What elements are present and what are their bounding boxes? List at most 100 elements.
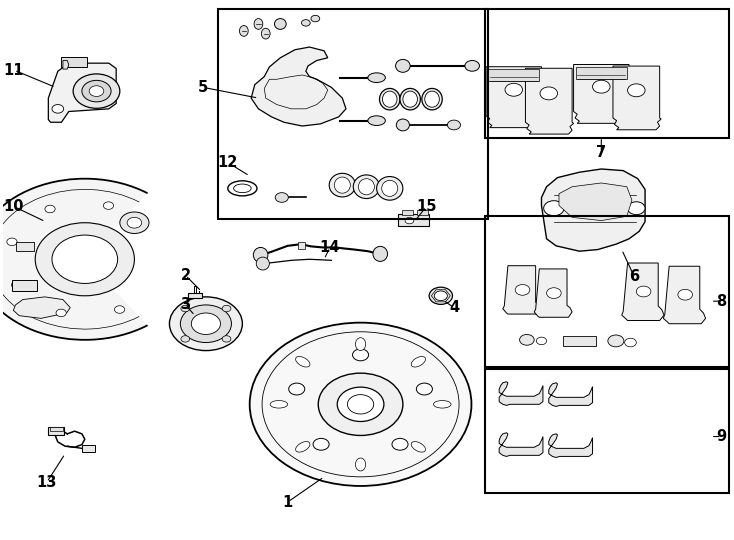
- Circle shape: [416, 383, 432, 395]
- Wedge shape: [85, 191, 198, 327]
- Ellipse shape: [261, 28, 270, 39]
- Text: 3: 3: [181, 298, 191, 313]
- Polygon shape: [486, 67, 543, 127]
- Bar: [298, 242, 305, 248]
- Circle shape: [192, 313, 220, 334]
- Circle shape: [520, 334, 534, 345]
- Circle shape: [537, 337, 547, 345]
- Circle shape: [636, 286, 651, 297]
- Circle shape: [127, 218, 142, 228]
- Circle shape: [540, 87, 558, 100]
- Text: 2: 2: [181, 268, 191, 283]
- Ellipse shape: [256, 257, 269, 270]
- Circle shape: [0, 179, 195, 340]
- Ellipse shape: [329, 173, 355, 197]
- Circle shape: [544, 201, 564, 216]
- Circle shape: [120, 212, 149, 233]
- Polygon shape: [63, 60, 69, 69]
- Ellipse shape: [396, 59, 410, 72]
- Circle shape: [435, 291, 448, 301]
- Polygon shape: [549, 383, 592, 407]
- Circle shape: [515, 285, 530, 295]
- Circle shape: [181, 305, 189, 312]
- Circle shape: [45, 205, 55, 213]
- Circle shape: [448, 120, 460, 130]
- Circle shape: [222, 336, 231, 342]
- Ellipse shape: [239, 25, 248, 36]
- Ellipse shape: [382, 91, 397, 107]
- Polygon shape: [534, 269, 572, 318]
- Bar: [62, 57, 87, 67]
- Circle shape: [313, 438, 329, 450]
- Bar: [484, 217, 729, 367]
- Bar: [564, 335, 596, 346]
- Circle shape: [628, 84, 645, 97]
- Circle shape: [7, 238, 17, 246]
- Ellipse shape: [368, 116, 385, 125]
- Ellipse shape: [270, 401, 288, 408]
- Circle shape: [35, 222, 134, 296]
- Bar: [12, 280, 37, 292]
- Ellipse shape: [355, 338, 366, 350]
- Circle shape: [170, 297, 242, 350]
- Ellipse shape: [400, 89, 421, 110]
- Ellipse shape: [425, 91, 440, 107]
- Polygon shape: [526, 68, 573, 134]
- Ellipse shape: [254, 18, 263, 29]
- Text: 6: 6: [629, 269, 639, 284]
- Polygon shape: [499, 382, 543, 406]
- Text: 13: 13: [37, 475, 57, 490]
- Circle shape: [628, 202, 645, 215]
- Circle shape: [73, 74, 120, 109]
- Bar: [484, 9, 729, 138]
- Circle shape: [429, 287, 452, 305]
- Circle shape: [465, 60, 479, 71]
- Circle shape: [12, 281, 22, 288]
- Ellipse shape: [434, 401, 451, 408]
- Polygon shape: [251, 47, 346, 126]
- Bar: [189, 293, 202, 299]
- Circle shape: [352, 349, 368, 361]
- Circle shape: [222, 305, 231, 312]
- Circle shape: [302, 19, 310, 26]
- Polygon shape: [499, 433, 543, 456]
- Bar: [488, 69, 539, 82]
- Polygon shape: [613, 66, 661, 130]
- Circle shape: [115, 306, 125, 313]
- Ellipse shape: [411, 442, 426, 452]
- Text: 5: 5: [198, 80, 208, 95]
- Text: 7: 7: [596, 145, 606, 160]
- Circle shape: [250, 322, 471, 486]
- Circle shape: [547, 288, 562, 299]
- Text: 15: 15: [416, 199, 437, 214]
- Circle shape: [56, 309, 66, 316]
- Bar: [402, 210, 413, 215]
- Bar: [15, 241, 34, 251]
- Ellipse shape: [334, 177, 350, 193]
- Circle shape: [678, 289, 692, 300]
- Circle shape: [505, 83, 523, 96]
- Text: 9: 9: [716, 429, 727, 444]
- Polygon shape: [13, 297, 70, 319]
- Circle shape: [347, 395, 374, 414]
- Text: 11: 11: [4, 63, 24, 78]
- Ellipse shape: [253, 247, 268, 262]
- Ellipse shape: [358, 179, 374, 195]
- Circle shape: [181, 305, 231, 342]
- Circle shape: [52, 235, 117, 284]
- Circle shape: [405, 218, 414, 224]
- Ellipse shape: [382, 180, 398, 197]
- Text: 4: 4: [449, 300, 459, 315]
- Ellipse shape: [296, 442, 310, 452]
- Circle shape: [275, 193, 288, 202]
- Bar: [82, 445, 95, 451]
- Polygon shape: [573, 64, 631, 123]
- Circle shape: [288, 383, 305, 395]
- Polygon shape: [542, 169, 645, 251]
- Ellipse shape: [355, 458, 366, 471]
- Ellipse shape: [422, 89, 443, 110]
- Bar: [218, 9, 488, 219]
- Circle shape: [82, 80, 111, 102]
- Bar: [484, 369, 729, 493]
- Polygon shape: [622, 263, 664, 321]
